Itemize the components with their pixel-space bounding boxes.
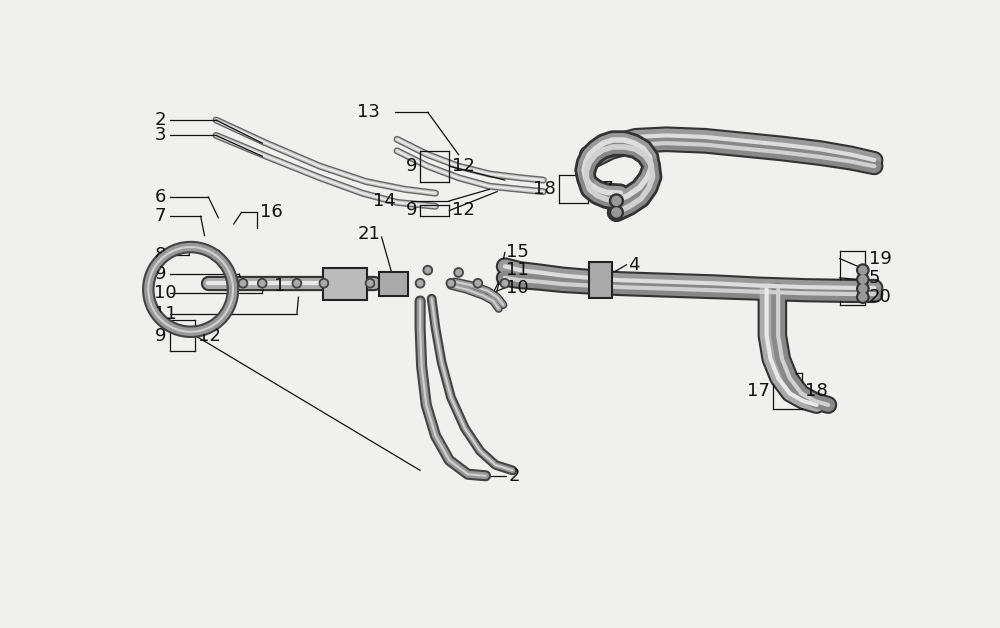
Circle shape [500, 279, 509, 288]
Text: 2: 2 [154, 111, 166, 129]
Text: 12: 12 [198, 327, 221, 345]
Circle shape [240, 281, 246, 286]
Circle shape [857, 273, 869, 286]
Text: 11: 11 [506, 261, 529, 279]
Circle shape [319, 279, 328, 288]
Circle shape [857, 283, 869, 295]
Text: 14: 14 [373, 192, 395, 210]
Text: 13: 13 [357, 104, 380, 121]
Circle shape [259, 281, 265, 286]
Text: 17: 17 [591, 180, 614, 198]
Circle shape [857, 291, 869, 303]
Circle shape [473, 279, 482, 288]
Text: 10: 10 [154, 284, 177, 302]
Text: 8: 8 [154, 246, 166, 264]
Circle shape [502, 281, 508, 286]
Text: 1: 1 [274, 276, 285, 295]
Text: 9: 9 [406, 157, 417, 175]
Text: 6: 6 [154, 188, 166, 206]
Text: 20: 20 [869, 288, 892, 306]
Text: 10: 10 [506, 279, 529, 297]
Circle shape [612, 197, 621, 205]
Text: 18: 18 [533, 180, 556, 198]
Text: 21: 21 [357, 225, 380, 243]
Circle shape [859, 266, 867, 274]
Circle shape [417, 281, 423, 286]
Circle shape [238, 279, 248, 288]
Circle shape [448, 281, 454, 286]
Circle shape [610, 194, 623, 208]
Circle shape [294, 281, 300, 286]
Circle shape [446, 279, 456, 288]
Circle shape [367, 281, 373, 286]
Circle shape [610, 205, 623, 219]
Circle shape [365, 279, 375, 288]
Circle shape [859, 284, 867, 293]
Text: 15: 15 [506, 244, 529, 261]
Text: 4: 4 [628, 256, 640, 274]
Circle shape [415, 279, 425, 288]
FancyBboxPatch shape [323, 268, 367, 300]
Circle shape [475, 281, 481, 286]
Text: 3: 3 [154, 126, 166, 144]
Text: 12: 12 [452, 157, 475, 175]
Circle shape [258, 279, 267, 288]
Circle shape [857, 264, 869, 276]
Text: 7: 7 [154, 207, 166, 225]
FancyBboxPatch shape [379, 273, 408, 296]
Text: 2: 2 [509, 467, 520, 485]
Text: 17: 17 [747, 382, 770, 399]
Text: 19: 19 [869, 249, 892, 268]
Text: 5: 5 [869, 269, 881, 287]
Text: 12: 12 [452, 202, 475, 220]
FancyBboxPatch shape [589, 263, 612, 298]
Text: 9: 9 [155, 327, 167, 345]
Circle shape [292, 279, 302, 288]
Circle shape [423, 266, 432, 275]
Circle shape [321, 281, 327, 286]
Text: 9: 9 [406, 202, 417, 220]
Text: 11: 11 [154, 305, 177, 323]
Circle shape [612, 208, 621, 217]
Text: 16: 16 [260, 203, 283, 222]
Circle shape [454, 268, 463, 277]
Text: 9: 9 [154, 265, 166, 283]
Circle shape [859, 293, 867, 301]
Circle shape [425, 268, 431, 273]
Circle shape [456, 269, 461, 275]
Circle shape [859, 276, 867, 283]
Text: 18: 18 [805, 382, 828, 399]
